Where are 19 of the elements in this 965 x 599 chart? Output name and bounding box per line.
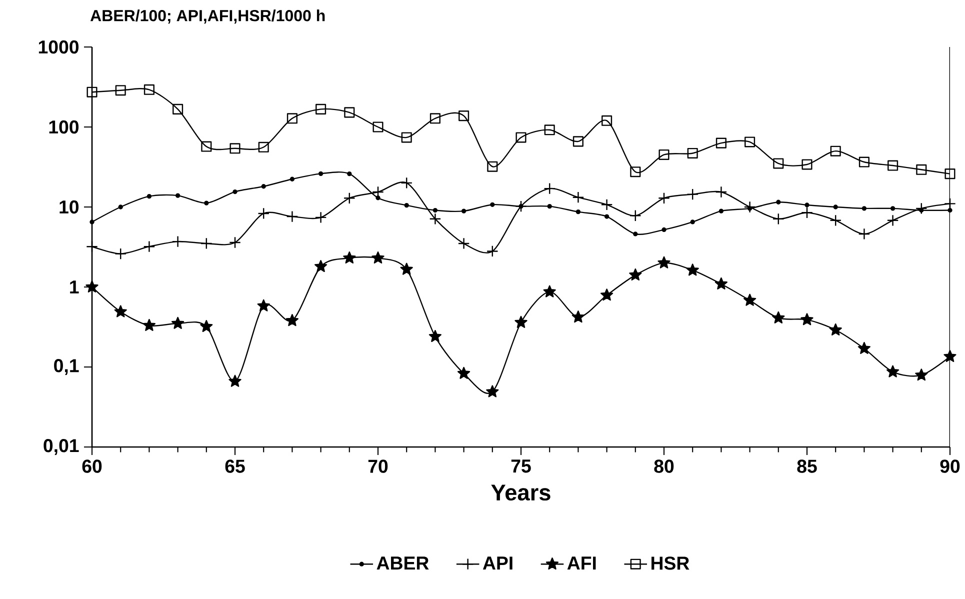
y-tick-label: 10 (60, 200, 79, 214)
legend-label: HSR (652, 556, 690, 570)
legend-label: ABER (376, 556, 429, 570)
chart-title: ABER/100; API,AFI,HSR/1000 h (90, 10, 325, 24)
legend-label: API (482, 556, 512, 570)
y-tick-label: 100 (49, 120, 79, 134)
x-tick-label: 60 (82, 460, 102, 473)
y-tick-label: 0,01 (44, 439, 79, 455)
x-tick-label: 70 (368, 460, 388, 473)
x-axis-title: Years (491, 484, 550, 501)
x-tick-label: 90 (940, 460, 960, 473)
x-tick-label: 80 (654, 460, 674, 473)
y-tick-label: 0,1 (54, 359, 79, 375)
x-tick-label: 65 (225, 460, 245, 473)
x-tick-label: 75 (511, 460, 531, 473)
y-tick-label: 1000 (38, 40, 79, 54)
x-tick-label: 85 (797, 460, 817, 473)
y-tick-label: 1 (70, 280, 79, 294)
legend-label: AFI (567, 556, 596, 570)
